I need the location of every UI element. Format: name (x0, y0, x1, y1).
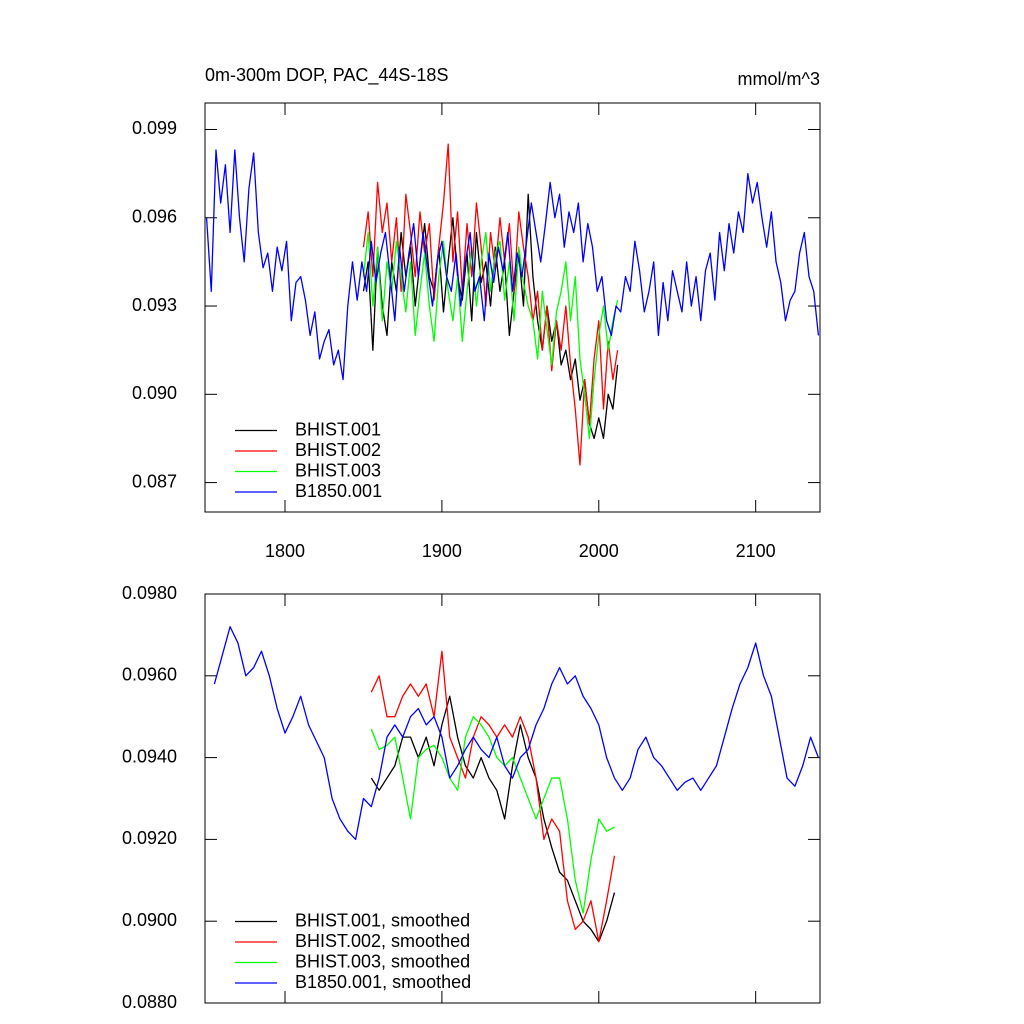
legend-label: BHIST.001 (295, 419, 381, 439)
x-tick-label: 1900 (422, 541, 462, 561)
data-line (362, 193, 619, 440)
legend-label: B1850.001, smoothed (295, 972, 471, 992)
data-line (213, 626, 820, 841)
y-tick-label: 0.093 (132, 295, 177, 315)
x-tick-label: 1800 (265, 541, 305, 561)
y-tick-label: 0.0880 (122, 992, 177, 1012)
data-line (362, 231, 619, 440)
units-label: mmol/m^3 (738, 69, 820, 89)
legend-label: B1850.001 (295, 481, 382, 501)
x-tick-label: 2000 (579, 541, 619, 561)
data-line (370, 695, 616, 943)
y-tick-label: 0.0980 (122, 583, 177, 603)
y-tick-label: 0.0940 (122, 746, 177, 766)
plot-frame (204, 593, 821, 1004)
data-line (205, 149, 820, 381)
plot-frame (204, 102, 821, 513)
legend-label: BHIST.003, smoothed (295, 951, 470, 971)
legend-label: BHIST.003 (295, 460, 381, 480)
y-tick-label: 0.0960 (122, 665, 177, 685)
y-tick-label: 0.099 (132, 118, 177, 138)
y-tick-label: 0.090 (132, 383, 177, 403)
legend-label: BHIST.001, smoothed (295, 910, 470, 930)
legend-label: BHIST.002 (295, 440, 381, 460)
data-line (362, 143, 619, 466)
chart-title: 0m-300m DOP, PAC_44S-18S (205, 65, 448, 86)
y-tick-label: 0.096 (132, 207, 177, 227)
x-tick-label: 2100 (736, 541, 776, 561)
data-line (370, 650, 616, 943)
y-tick-label: 0.0920 (122, 828, 177, 848)
y-tick-label: 0.087 (132, 471, 177, 491)
legend-label: BHIST.002, smoothed (295, 931, 470, 951)
y-tick-label: 0.0900 (122, 910, 177, 930)
